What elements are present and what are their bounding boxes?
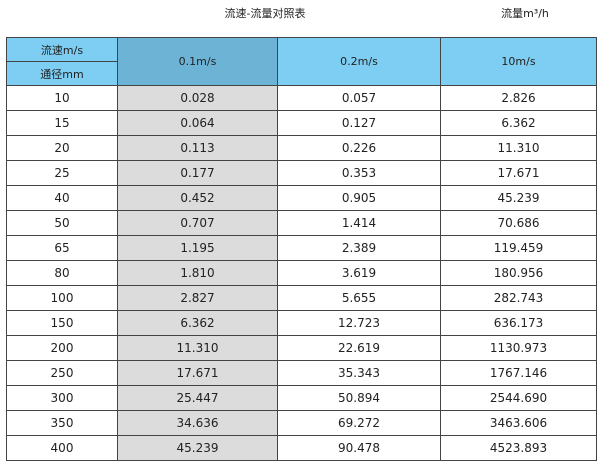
flow-cell: 0.353 [277,160,441,186]
flow-cell: 180.956 [440,260,597,286]
diameter-header: 通径mm [6,61,118,86]
diameter-cell: 65 [6,235,118,261]
velocity-header: 流速m/s [6,37,118,62]
diameter-cell: 20 [6,135,118,161]
diameter-cell: 50 [6,210,118,236]
table-row: 400 45.239 90.478 4523.893 [6,435,597,461]
table-row: 200 11.310 22.619 1130.973 [6,335,597,361]
diameter-cell: 200 [6,335,118,361]
table-row: 80 1.810 3.619 180.956 [6,260,597,286]
flow-cell: 45.239 [440,185,597,211]
flow-cell: 2.389 [277,235,441,261]
diameter-cell: 15 [6,110,118,136]
column-header-0-1: 0.1m/s [117,37,278,86]
flow-cell: 0.113 [117,135,278,161]
diameter-cell: 400 [6,435,118,461]
diameter-cell: 350 [6,410,118,436]
flow-cell: 90.478 [277,435,441,461]
flow-cell: 0.905 [277,185,441,211]
flow-cell: 17.671 [440,160,597,186]
flow-cell: 6.362 [440,110,597,136]
diameter-cell: 100 [6,285,118,311]
flow-cell: 2.826 [440,85,597,111]
flow-cell: 35.343 [277,360,441,386]
flow-cell: 45.239 [117,435,278,461]
diameter-cell: 300 [6,385,118,411]
table-row: 25 0.177 0.353 17.671 [6,160,597,186]
flow-cell: 12.723 [277,310,441,336]
flow-cell: 4523.893 [440,435,597,461]
flow-cell: 70.686 [440,210,597,236]
table-row: 350 34.636 69.272 3463.606 [6,410,597,436]
flow-cell: 25.447 [117,385,278,411]
flow-cell: 282.743 [440,285,597,311]
flow-cell: 636.173 [440,310,597,336]
flow-cell: 11.310 [440,135,597,161]
table-row: 250 17.671 35.343 1767.146 [6,360,597,386]
flow-cell: 3463.606 [440,410,597,436]
flow-cell: 34.636 [117,410,278,436]
flow-cell: 17.671 [117,360,278,386]
flow-cell: 50.894 [277,385,441,411]
diameter-cell: 150 [6,310,118,336]
column-header-10: 10m/s [440,37,597,86]
flow-cell: 6.362 [117,310,278,336]
unit-label: 流量m³/h [501,7,549,20]
diameter-cell: 40 [6,185,118,211]
flow-cell: 11.310 [117,335,278,361]
table-row: 50 0.707 1.414 70.686 [6,210,597,236]
flow-cell: 0.707 [117,210,278,236]
flow-cell: 0.057 [277,85,441,111]
flow-cell: 1.414 [277,210,441,236]
table-row: 100 2.827 5.655 282.743 [6,285,597,311]
flow-cell: 22.619 [277,335,441,361]
table-row: 40 0.452 0.905 45.239 [6,185,597,211]
flow-cell: 0.226 [277,135,441,161]
table-row: 150 6.362 12.723 636.173 [6,310,597,336]
table-row: 65 1.195 2.389 119.459 [6,235,597,261]
diameter-cell: 80 [6,260,118,286]
flow-cell: 0.177 [117,160,278,186]
flow-cell: 0.064 [117,110,278,136]
flow-cell: 5.655 [277,285,441,311]
diameter-cell: 250 [6,360,118,386]
diameter-cell: 10 [6,85,118,111]
table-row: 20 0.113 0.226 11.310 [6,135,597,161]
flow-cell: 0.028 [117,85,278,111]
flow-cell: 1.195 [117,235,278,261]
flow-cell: 69.272 [277,410,441,436]
flow-cell: 119.459 [440,235,597,261]
diameter-cell: 25 [6,160,118,186]
flow-cell: 2544.690 [440,385,597,411]
flow-cell: 1.810 [117,260,278,286]
flow-cell: 0.127 [277,110,441,136]
column-header-0-2: 0.2m/s [277,37,441,86]
table-row: 300 25.447 50.894 2544.690 [6,385,597,411]
table-title: 流速-流量对照表 [224,7,306,20]
velocity-flow-table: 流速m/s 0.1m/s 0.2m/s 10m/s 通径mm 10 0.028 0.… [6,37,597,461]
flow-cell: 0.452 [117,185,278,211]
flow-cell: 1130.973 [440,335,597,361]
table-row: 10 0.028 0.057 2.826 [6,85,597,111]
table-row: 15 0.064 0.127 6.362 [6,110,597,136]
flow-cell: 3.619 [277,260,441,286]
flow-cell: 2.827 [117,285,278,311]
flow-cell: 1767.146 [440,360,597,386]
